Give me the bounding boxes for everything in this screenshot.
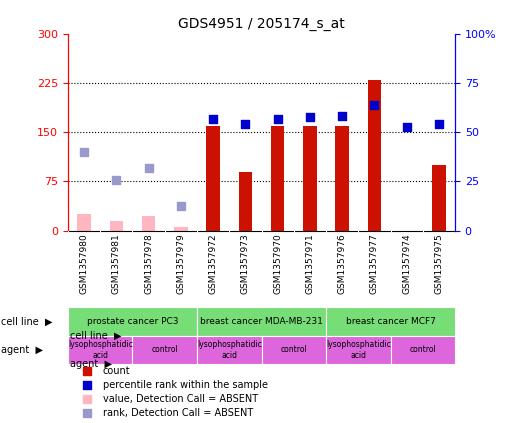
Point <box>435 121 443 127</box>
Point <box>80 148 88 155</box>
Text: prostate cancer PC3: prostate cancer PC3 <box>87 317 178 326</box>
Bar <box>303 126 316 231</box>
Text: percentile rank within the sample: percentile rank within the sample <box>103 380 268 390</box>
Bar <box>197 336 262 364</box>
Text: GSM1357971: GSM1357971 <box>305 233 314 294</box>
Text: breast cancer MCF7: breast cancer MCF7 <box>346 317 436 326</box>
Point <box>83 367 92 374</box>
Text: GSM1357975: GSM1357975 <box>435 233 444 294</box>
Bar <box>262 336 326 364</box>
Point <box>305 114 314 121</box>
Bar <box>391 336 455 364</box>
Bar <box>368 80 381 231</box>
Bar <box>142 216 155 231</box>
Bar <box>77 214 91 231</box>
Bar <box>207 126 220 231</box>
Bar <box>326 336 391 364</box>
Text: GSM1357979: GSM1357979 <box>176 233 185 294</box>
Bar <box>432 165 446 231</box>
Text: cell line  ▶: cell line ▶ <box>1 316 52 327</box>
Bar <box>68 336 132 364</box>
Bar <box>326 307 455 336</box>
Text: rank, Detection Call = ABSENT: rank, Detection Call = ABSENT <box>103 408 253 418</box>
Bar <box>335 126 349 231</box>
Text: lysophosphatidic
acid: lysophosphatidic acid <box>326 340 391 360</box>
Text: lysophosphatidic
acid: lysophosphatidic acid <box>68 340 133 360</box>
Point <box>370 102 379 108</box>
Point <box>112 176 120 183</box>
Text: GSM1357978: GSM1357978 <box>144 233 153 294</box>
Text: GSM1357973: GSM1357973 <box>241 233 250 294</box>
Bar <box>271 126 285 231</box>
Bar <box>110 221 123 231</box>
Text: control: control <box>151 345 178 354</box>
Point <box>144 165 153 172</box>
Text: GSM1357981: GSM1357981 <box>112 233 121 294</box>
Text: GSM1357974: GSM1357974 <box>402 233 411 294</box>
Point <box>274 116 282 123</box>
Text: value, Detection Call = ABSENT: value, Detection Call = ABSENT <box>103 394 258 404</box>
Text: agent  ▶: agent ▶ <box>1 345 42 355</box>
Text: cell line  ▶: cell line ▶ <box>70 331 121 341</box>
Bar <box>197 307 326 336</box>
Text: GSM1357980: GSM1357980 <box>79 233 88 294</box>
Point <box>338 113 346 119</box>
Bar <box>132 336 197 364</box>
Text: GSM1357970: GSM1357970 <box>273 233 282 294</box>
Text: breast cancer MDA-MB-231: breast cancer MDA-MB-231 <box>200 317 323 326</box>
Text: lysophosphatidic
acid: lysophosphatidic acid <box>197 340 262 360</box>
Text: count: count <box>103 365 130 376</box>
Point <box>209 116 218 123</box>
Bar <box>238 172 252 231</box>
Text: agent  ▶: agent ▶ <box>70 359 112 369</box>
Title: GDS4951 / 205174_s_at: GDS4951 / 205174_s_at <box>178 17 345 31</box>
Bar <box>68 307 197 336</box>
Text: control: control <box>280 345 307 354</box>
Point <box>83 396 92 402</box>
Point <box>403 124 411 130</box>
Text: GSM1357976: GSM1357976 <box>338 233 347 294</box>
Text: GSM1357977: GSM1357977 <box>370 233 379 294</box>
Point <box>241 121 249 127</box>
Point <box>83 382 92 388</box>
Text: GSM1357972: GSM1357972 <box>209 233 218 294</box>
Point <box>177 202 185 209</box>
Point <box>83 410 92 417</box>
Bar <box>174 228 188 231</box>
Text: control: control <box>410 345 436 354</box>
